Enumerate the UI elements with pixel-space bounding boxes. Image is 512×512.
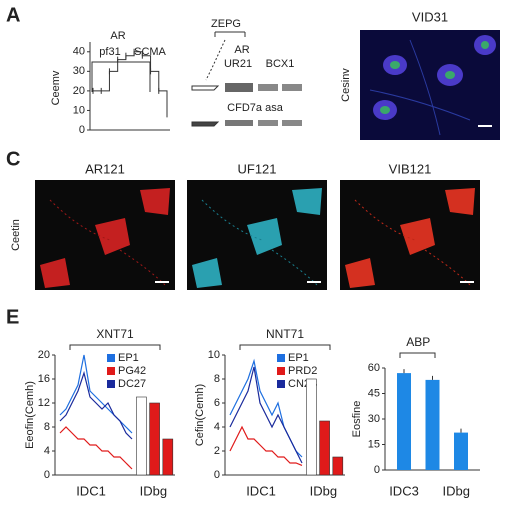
band	[225, 120, 253, 126]
y-axis-label: Eosfine	[351, 401, 363, 438]
plot-title: AR	[110, 30, 125, 42]
y-tick-label: 4	[214, 421, 220, 433]
legend-label: PG42	[118, 365, 146, 377]
legend-marker	[107, 380, 115, 388]
y-tick-label: 6	[214, 397, 220, 409]
panel-label: C	[6, 148, 20, 170]
y-tick-label: 10	[73, 104, 85, 116]
line	[59, 426, 133, 470]
bracket	[91, 61, 151, 92]
legend-marker	[107, 354, 115, 362]
legend-label: EP1	[288, 352, 309, 364]
image-title: VID31	[412, 9, 448, 24]
x-tick-label: IDbg	[443, 483, 470, 498]
y-axis-label: Ceetin	[10, 219, 22, 251]
y-tick-label: 60	[368, 362, 380, 374]
y-tick-label: 30	[73, 65, 85, 77]
bar	[319, 420, 330, 476]
legend-marker	[277, 367, 285, 375]
y-tick-label: 4	[44, 445, 50, 457]
line	[229, 366, 303, 464]
y-tick-label: 16	[38, 373, 50, 385]
bracket	[239, 344, 331, 350]
y-tick-label: 8	[214, 373, 220, 385]
y-tick-label: 20	[73, 85, 85, 97]
band	[258, 120, 278, 126]
bar	[454, 432, 468, 470]
cells	[369, 35, 496, 136]
y-tick-label: 15	[368, 438, 380, 450]
chart-title: ABP	[406, 335, 430, 349]
bracket	[214, 31, 246, 37]
chart-title: NNT71	[266, 327, 304, 341]
micrographs	[35, 180, 480, 290]
y-tick-label: 30	[368, 413, 380, 425]
bar	[306, 378, 317, 476]
x-tick-label: IDC1	[246, 483, 276, 498]
bar	[149, 402, 160, 476]
y-tick-label: 12	[38, 397, 50, 409]
legend-marker	[277, 354, 285, 362]
y-tick-label: 0	[44, 469, 50, 481]
connector	[205, 39, 226, 81]
x-tick-label: IDC3	[389, 483, 419, 498]
panel-label: E	[6, 306, 19, 328]
image-title: UF121	[237, 161, 276, 176]
bar	[136, 396, 147, 476]
line	[93, 51, 168, 115]
legend-marker	[107, 367, 115, 375]
arrow	[191, 121, 220, 127]
legend-marker	[277, 380, 285, 388]
y-tick-label: 20	[38, 349, 50, 361]
legend-label: DC27	[118, 378, 146, 390]
image-title: VIB121	[389, 161, 432, 176]
y-tick-label: 2	[214, 445, 220, 457]
panel-label: A	[6, 4, 20, 26]
y-tick-label: 0	[214, 469, 220, 481]
band	[282, 120, 302, 126]
y-axis-label: Cesinv	[340, 68, 352, 102]
bar	[162, 438, 174, 476]
line	[229, 425, 303, 466]
y-axis-label: Cefin(Cemh)	[194, 384, 206, 446]
band	[258, 84, 278, 91]
image-title: AR121	[85, 161, 125, 176]
y-tick-label: 0	[79, 124, 85, 136]
y-tick-label: 45	[368, 387, 380, 399]
blot-label: AR	[234, 44, 249, 56]
x-tick-label: IDbg	[140, 483, 167, 498]
bracket	[69, 344, 161, 350]
band	[225, 83, 253, 92]
y-tick-label: 40	[73, 46, 85, 58]
blot-label: BCX1	[266, 58, 295, 70]
y-tick-label: 8	[44, 421, 50, 433]
arrow	[191, 85, 220, 91]
y-axis-label: Eeofin(Cemh)	[24, 381, 36, 449]
x-tick-label: IDbg	[310, 483, 337, 498]
band	[282, 84, 302, 91]
legend-label: EP1	[118, 352, 139, 364]
y-axis-label: Ceemv	[50, 70, 62, 105]
x-tick-label: IDC1	[76, 483, 106, 498]
y-tick-label: 0	[374, 464, 380, 476]
bar	[425, 379, 440, 470]
blot-label: UR21	[224, 58, 252, 70]
bar	[397, 373, 411, 470]
bar	[332, 456, 344, 476]
bracket	[399, 352, 436, 358]
chart-title: XNT71	[96, 327, 134, 341]
blot-title: ZEPG	[211, 18, 241, 30]
line	[59, 370, 133, 440]
y-tick-label: 10	[208, 349, 220, 361]
blot-label: CFD7a asa	[227, 102, 284, 114]
plot-label: pf31	[99, 46, 120, 58]
legend-label: PRD2	[288, 365, 317, 377]
